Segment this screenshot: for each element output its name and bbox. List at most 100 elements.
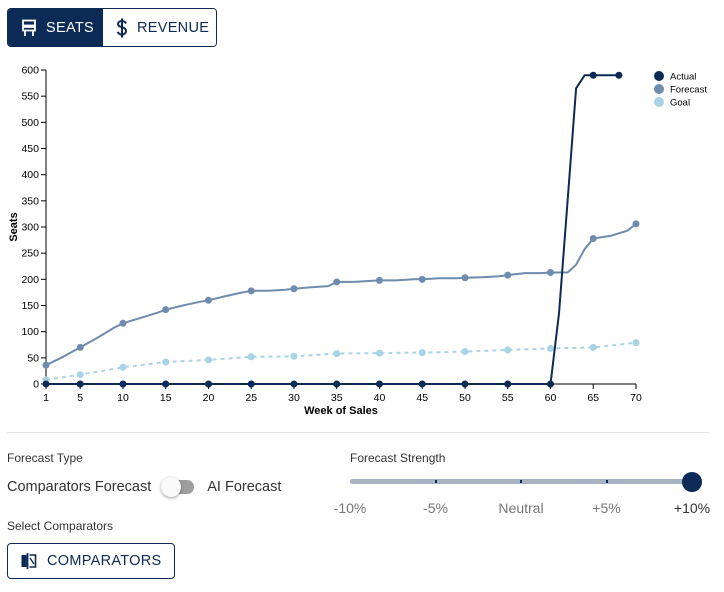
comparators-button[interactable]: COMPARATORS [7, 543, 175, 579]
y-tick-label: 250 [21, 248, 39, 260]
forecast-data-point [247, 287, 255, 295]
actual-series-line [46, 74, 619, 385]
x-tick-label: 50 [459, 392, 471, 404]
forecast-strength-slider[interactable] [350, 470, 702, 494]
y-tick-label: 200 [21, 274, 39, 286]
x-tick-label: 20 [203, 392, 215, 404]
forecast-data-point [42, 361, 50, 369]
forecast-type-switch-row: Comparators Forecast AI Forecast [7, 477, 281, 497]
x-tick-label: 55 [502, 392, 514, 404]
slider-step-mark [434, 480, 437, 483]
actual-data-point [204, 380, 212, 388]
actual-data-point [290, 380, 298, 388]
goal-data-point [504, 346, 512, 354]
seats-toggle-button[interactable]: SEATS [8, 9, 102, 46]
goal-data-point [333, 350, 341, 358]
comparators-forecast-option: Comparators Forecast [7, 479, 152, 495]
actual-data-point [42, 380, 50, 388]
x-tick-label: 30 [288, 392, 300, 404]
goal-data-point [204, 356, 212, 364]
x-tick-label: 45 [416, 392, 428, 404]
seats-toggle-label: SEATS [46, 19, 94, 36]
revenue-toggle-label: REVENUE [137, 19, 210, 36]
forecast-data-point [546, 269, 554, 277]
slider-thumb[interactable] [682, 472, 702, 492]
goal-data-point [119, 363, 127, 371]
forecast-legend-marker [654, 84, 664, 94]
actual-data-point [615, 71, 623, 79]
forecast-data-point [333, 278, 341, 286]
y-tick-label: 550 [21, 91, 39, 103]
forecast-data-point [76, 343, 84, 351]
actual-data-point [119, 380, 127, 388]
forecast-data-point [204, 296, 212, 304]
ai-forecast-option: AI Forecast [207, 479, 282, 495]
goal-series-line [45, 341, 637, 381]
slider-mark-label: +5% [592, 500, 621, 516]
forecast-legend-label: Forecast [670, 85, 707, 96]
y-tick-label: 400 [21, 169, 39, 181]
goal-data-point [589, 343, 597, 351]
section-divider [7, 432, 709, 433]
slider-mark-label: -10% [333, 500, 367, 516]
slider-step-mark [520, 480, 522, 483]
forecast-data-point [375, 276, 383, 284]
goal-data-point [546, 344, 554, 352]
metric-toggle-group: SEATS REVENUE [7, 8, 217, 47]
x-tick-label: 5 [77, 392, 83, 404]
goal-data-point [290, 352, 298, 360]
x-tick-label: 65 [587, 392, 599, 404]
goal-data-point [76, 371, 84, 379]
switch-thumb[interactable] [161, 477, 182, 497]
revenue-toggle-button[interactable]: REVENUE [102, 9, 216, 46]
y-tick-label: 100 [21, 326, 39, 338]
forecast-type-label: Forecast Type [7, 451, 83, 465]
y-tick-label: 150 [21, 300, 39, 312]
actual-data-point [333, 380, 341, 388]
goal-legend-label: Goal [670, 98, 690, 109]
forecast-data-point [290, 285, 298, 293]
goal-data-point [461, 348, 469, 356]
y-axis-title: Seats [8, 212, 20, 241]
x-tick-label: 10 [117, 392, 129, 404]
slider-step-mark [605, 480, 608, 483]
seat-icon [22, 19, 36, 36]
select-comparators-label: Select Comparators [7, 519, 114, 533]
y-tick-label: 350 [21, 195, 39, 207]
forecast-data-point [589, 235, 597, 243]
y-tick-label: 0 [33, 379, 39, 391]
actual-data-point [589, 71, 597, 79]
goal-data-point [247, 353, 255, 361]
actual-data-point [546, 380, 554, 388]
forecast-data-point [504, 271, 512, 279]
x-tick-label: 25 [245, 392, 257, 404]
x-tick-label: 35 [331, 392, 343, 404]
forecast-data-point [119, 319, 127, 327]
actual-data-point [375, 380, 383, 388]
y-tick-label: 450 [21, 143, 39, 155]
y-tick-label: 300 [21, 222, 39, 234]
goal-data-point [375, 349, 383, 357]
slider-mark-label: -5% [423, 500, 448, 516]
actual-data-point [418, 380, 426, 388]
x-axis-title: Week of Sales [304, 405, 378, 417]
forecast-data-point [162, 306, 170, 314]
goal-legend-marker [654, 97, 664, 107]
compare-icon [21, 553, 37, 569]
goal-data-point [632, 339, 640, 347]
goal-data-point [162, 358, 170, 366]
y-tick-label: 600 [21, 65, 39, 77]
slider-mark-label: Neutral [498, 500, 544, 516]
forecast-type-switch[interactable] [161, 477, 195, 497]
forecast-data-point [632, 220, 640, 228]
x-tick-label: 1 [43, 392, 49, 404]
forecast-data-point [461, 274, 469, 282]
forecast-data-point [418, 275, 426, 283]
comparators-button-label: COMPARATORS [47, 553, 162, 569]
actual-data-point [461, 380, 469, 388]
dollar-icon [116, 18, 128, 37]
forecast-series-line [45, 223, 637, 367]
x-tick-label: 40 [374, 392, 386, 404]
actual-data-point [76, 380, 84, 388]
